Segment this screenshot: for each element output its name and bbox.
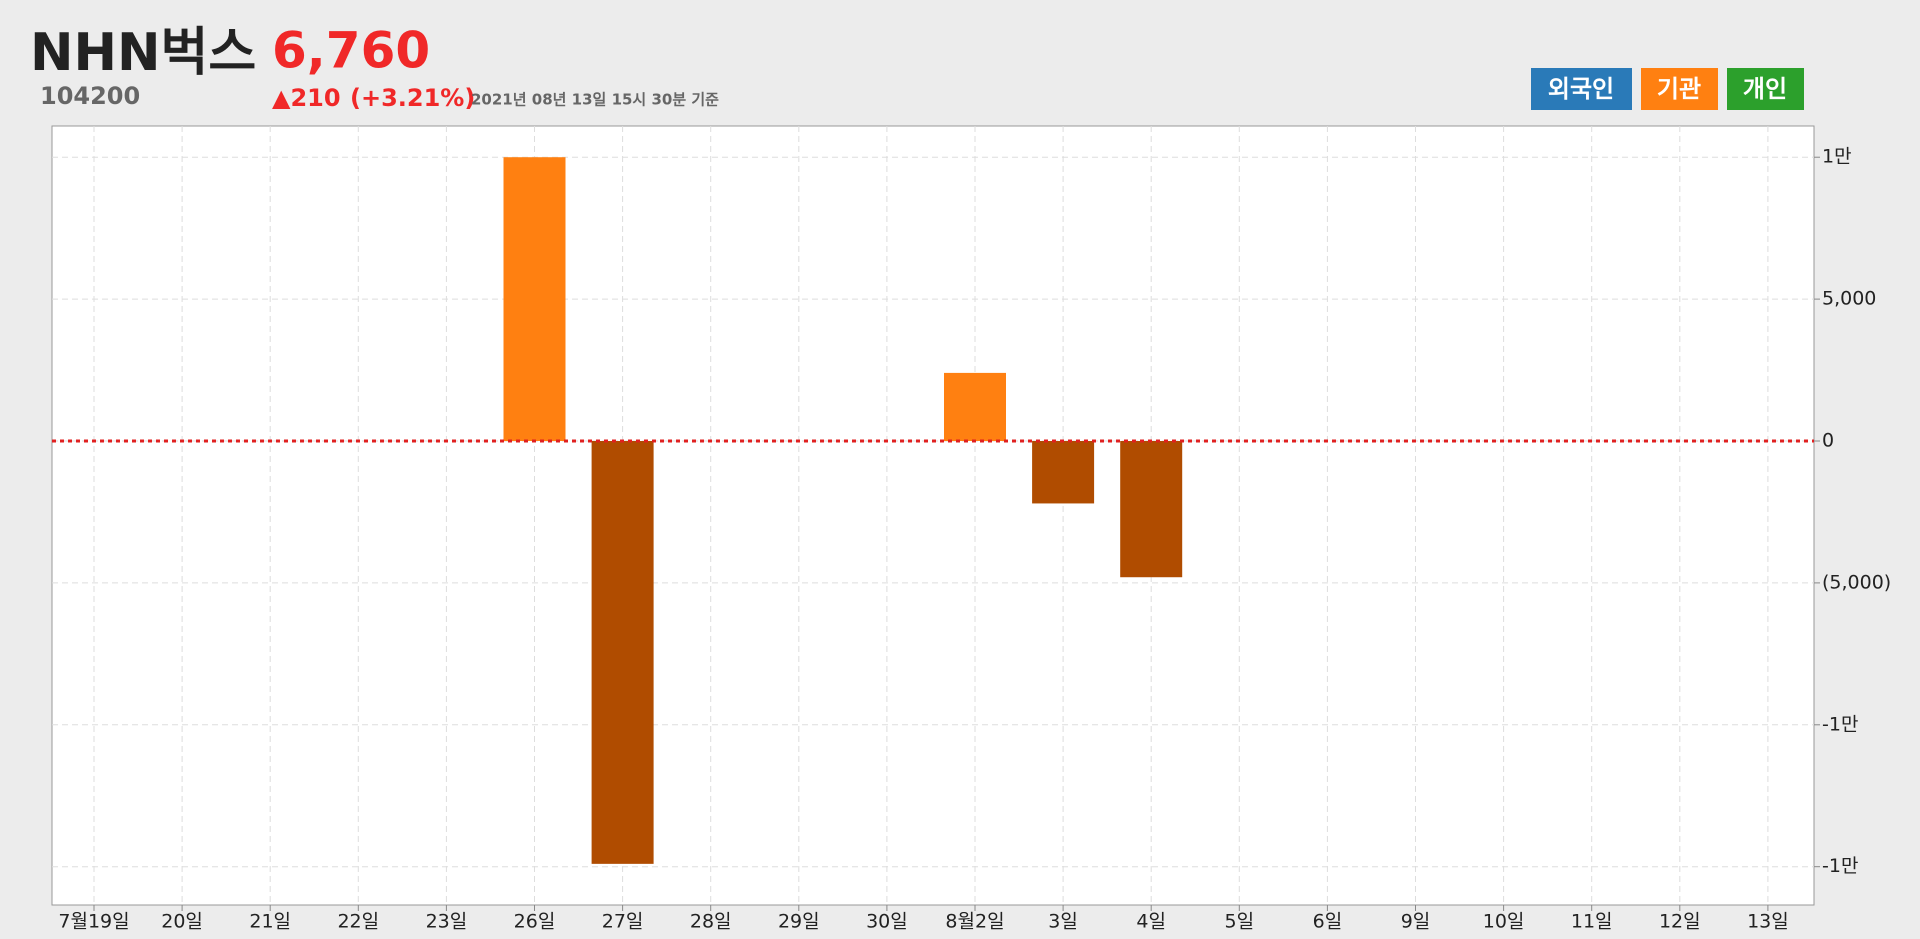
x-tick-label: 8월2일: [945, 911, 1004, 933]
bar: [1032, 441, 1095, 504]
x-tick-label: 20일: [161, 911, 203, 933]
tab-button[interactable]: [1531, 68, 1632, 110]
x-tick-label: 23일: [426, 911, 468, 933]
plot-area: [51, 125, 1815, 906]
bar: [591, 441, 654, 864]
x-tick-label: 29일: [778, 911, 820, 933]
x-tick-label: 10일: [1483, 911, 1525, 933]
x-tick-label: 7월19일: [58, 911, 129, 933]
tab-label[interactable]: 외국인: [1548, 75, 1614, 103]
y-tick-label: 1만: [1822, 146, 1852, 168]
change-pct: (+3.21%): [350, 84, 475, 112]
change: ▲210: [272, 84, 341, 112]
y-tick-label: -1만: [1822, 855, 1858, 877]
y-tick-label: 0: [1822, 430, 1834, 452]
y-tick-label: 5,000: [1822, 288, 1876, 310]
x-tick-label: 13일: [1747, 911, 1789, 933]
x-tick-label: 6일: [1313, 911, 1343, 933]
x-tick-label: 21일: [249, 911, 291, 933]
x-tick-label: 28일: [690, 911, 732, 933]
x-tick-label: 9일: [1401, 911, 1431, 933]
tab-button[interactable]: [1727, 68, 1804, 110]
x-tick-label: 5일: [1225, 911, 1255, 933]
tab-label[interactable]: 기관: [1657, 75, 1701, 103]
bar: [944, 372, 1006, 442]
x-tick-label: 30일: [866, 911, 908, 933]
bar: [503, 157, 566, 442]
stock-code: 104200: [40, 82, 140, 110]
x-tick-label: 27일: [602, 911, 644, 933]
bar: [1120, 441, 1183, 578]
x-tick-label: 3일: [1048, 911, 1078, 933]
tab-label[interactable]: 개인: [1743, 75, 1787, 103]
x-tick-label: 22일: [337, 911, 379, 933]
x-tick-label: 11일: [1571, 911, 1613, 933]
x-tick-label: 12일: [1659, 911, 1701, 933]
x-tick-label: 26일: [514, 911, 556, 933]
price: 6,760: [272, 22, 430, 80]
timestamp: 2021년 08년 13일 15시 30분 기준: [471, 91, 719, 109]
x-tick-label: 4일: [1136, 911, 1166, 933]
stock-name: NHN벅스: [30, 23, 256, 83]
tab-button[interactable]: [1641, 68, 1718, 110]
y-tick-label: (5,000): [1822, 571, 1891, 593]
y-tick-label: -1만: [1822, 713, 1858, 735]
